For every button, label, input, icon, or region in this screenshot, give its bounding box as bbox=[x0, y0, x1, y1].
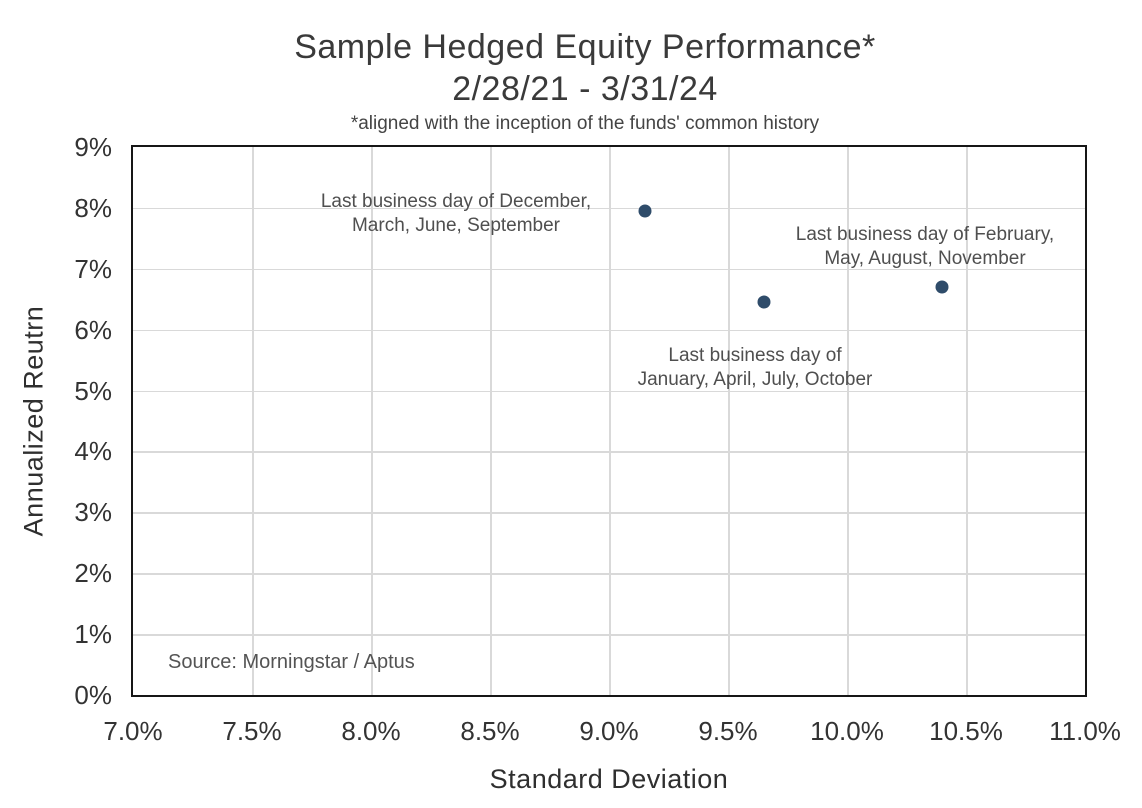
x-tick-label: 9.0% bbox=[579, 716, 639, 746]
annotation-line: Last business day of bbox=[668, 345, 842, 366]
annotation-line: May, August, November bbox=[824, 248, 1026, 269]
horizontal-gridline bbox=[133, 573, 1085, 575]
data-point bbox=[638, 204, 652, 218]
horizontal-gridline bbox=[133, 268, 1085, 271]
vertical-gridline bbox=[847, 147, 849, 695]
y-tick-label: 6% bbox=[74, 314, 112, 345]
y-tick-label: 1% bbox=[74, 619, 112, 650]
horizontal-gridline bbox=[133, 329, 1085, 332]
y-tick-label: 8% bbox=[74, 192, 112, 223]
annotation-line: March, June, September bbox=[351, 215, 561, 236]
chart-footnote: *aligned with the inception of the funds… bbox=[350, 113, 820, 134]
y-tick-label: 2% bbox=[74, 558, 112, 589]
annotation-feb-may-aug-nov: Last business day of February, May, Augu… bbox=[796, 223, 1054, 271]
vertical-gridline bbox=[966, 147, 968, 695]
horizontal-gridline bbox=[133, 390, 1085, 393]
vertical-gridline bbox=[371, 147, 373, 695]
y-tick-label: 9% bbox=[74, 132, 112, 162]
chart-subtitle: 2/28/21 - 3/31/24 bbox=[452, 70, 718, 108]
annotation-line: Last business day of December, bbox=[320, 191, 592, 212]
annotation-line: January, April, July, October bbox=[637, 369, 873, 390]
plot-area: Last business day of December, March, Ju… bbox=[131, 145, 1087, 697]
y-tick-label: 0% bbox=[74, 680, 112, 710]
y-tick-label: 5% bbox=[74, 375, 112, 406]
vertical-gridline bbox=[728, 147, 730, 695]
x-tick-label: 10.5% bbox=[929, 716, 1003, 746]
y-tick-label: 3% bbox=[74, 497, 112, 528]
y-tick-label: 7% bbox=[74, 253, 112, 284]
horizontal-gridline bbox=[133, 512, 1085, 514]
y-tick-label: 4% bbox=[74, 436, 112, 467]
horizontal-gridline bbox=[133, 207, 1085, 210]
vertical-gridline bbox=[609, 147, 611, 695]
x-tick-label: 8.0% bbox=[341, 716, 401, 746]
vertical-gridline bbox=[252, 147, 254, 695]
x-axis-title: Standard Deviation bbox=[489, 764, 729, 794]
annotation-dec-mar-jun-sep: Last business day of December, March, Ju… bbox=[321, 190, 591, 238]
chart-title: Sample Hedged Equity Performance* bbox=[294, 28, 876, 66]
horizontal-gridline bbox=[133, 451, 1085, 453]
source-note: Source: Morningstar / Aptus bbox=[168, 651, 415, 673]
x-tick-label: 7.0% bbox=[103, 716, 163, 746]
vertical-gridline bbox=[490, 147, 492, 695]
annotation-line: Last business day of February, bbox=[795, 224, 1055, 245]
data-point bbox=[757, 295, 771, 309]
annotation-jan-apr-jul-oct: Last business day of January, April, Jul… bbox=[638, 344, 873, 392]
x-tick-label: 10.0% bbox=[810, 716, 884, 746]
data-point bbox=[935, 280, 949, 294]
x-tick-label: 8.5% bbox=[460, 716, 520, 746]
x-tick-label: 9.5% bbox=[698, 716, 758, 746]
x-tick-label: 11.0% bbox=[1049, 716, 1121, 746]
horizontal-gridline bbox=[133, 634, 1085, 636]
x-tick-label: 7.5% bbox=[222, 716, 282, 746]
